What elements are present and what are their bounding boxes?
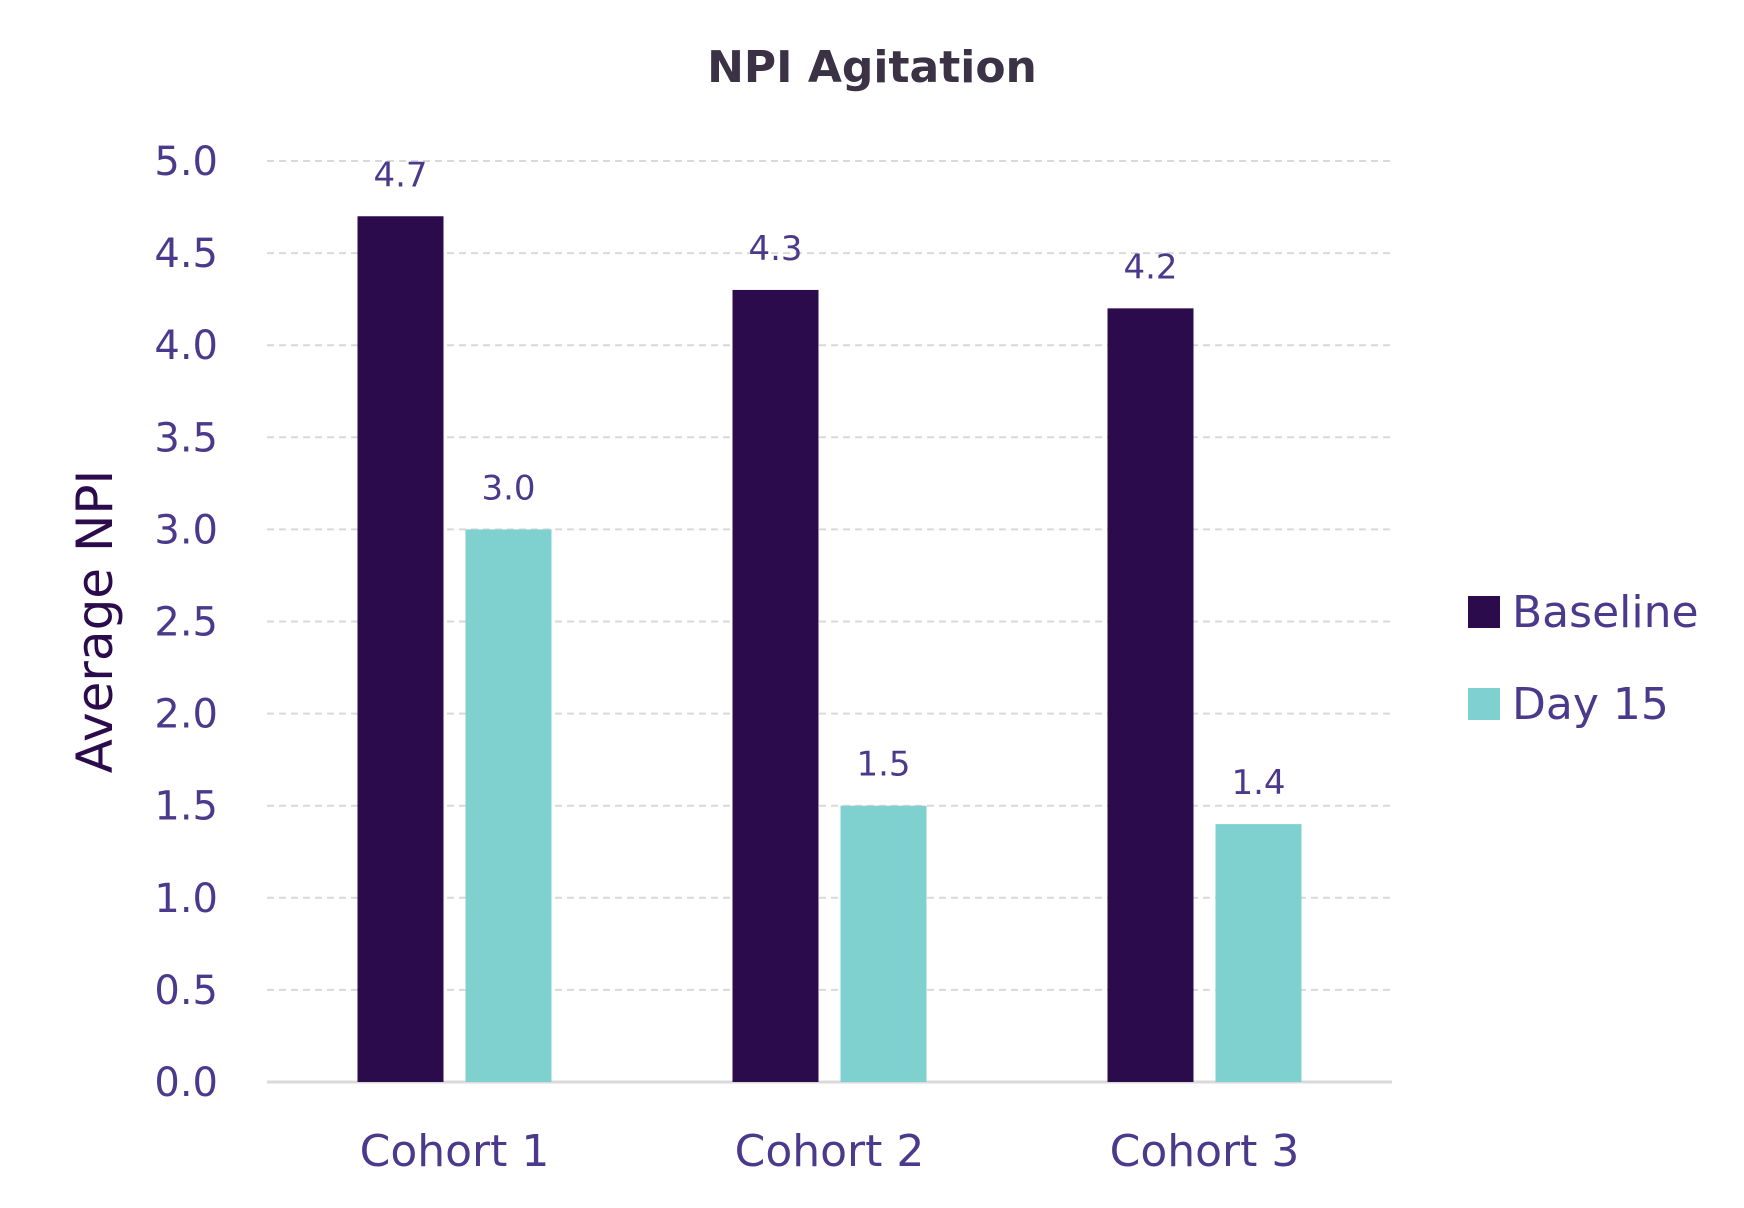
y-tick-label: 5.0 [154,139,218,185]
y-axis-ticks: 0.0 0.5 1.0 1.5 2.0 2.5 3.0 3.5 4.0 4.5 5.0 [154,139,218,1106]
data-label: 3.0 [481,468,535,508]
y-tick-label: 4.0 [154,323,218,369]
data-label: 4.3 [748,229,802,269]
y-tick-label: 2.0 [154,692,218,738]
data-label: 4.2 [1123,247,1177,287]
bar-baseline-1 [357,216,444,1082]
y-tick-label: 2.5 [154,600,218,646]
x-category-label: Cohort 3 [1110,1126,1300,1177]
y-tick-label: 0.0 [154,1060,218,1106]
legend-label: Baseline [1512,587,1699,638]
y-tick-label: 3.0 [154,507,218,553]
chart-title: NPI Agitation [707,42,1037,93]
bar-baseline-2 [732,289,819,1082]
y-tick-label: 4.5 [154,231,218,277]
legend: Baseline Day 15 [1468,587,1699,730]
legend-swatch-baseline [1468,596,1500,628]
gridlines [267,160,1392,991]
bar-day-15-2 [840,805,927,1082]
data-label: 4.7 [373,155,427,195]
y-tick-label: 3.5 [154,415,218,461]
data-label: 1.5 [856,745,910,785]
y-tick-label: 1.0 [154,876,218,922]
legend-swatch-day-15 [1468,688,1500,720]
legend-label: Day 15 [1512,679,1669,730]
bar-baseline-3 [1107,308,1194,1082]
bar-day-15-1 [465,529,552,1082]
x-category-label: Cohort 1 [360,1126,550,1177]
y-tick-label: 1.5 [154,784,218,830]
y-axis-label: Average NPI [66,470,124,774]
x-category-label: Cohort 2 [735,1126,925,1177]
data-label: 1.4 [1231,763,1285,803]
data-labels: 4.7 3.0 4.3 1.5 4.2 1.4 [373,155,1285,803]
bars [357,216,1302,1082]
y-tick-label: 0.5 [154,968,218,1014]
x-axis-categories: Cohort 1 Cohort 2 Cohort 3 [360,1126,1300,1177]
bar-day-15-3 [1215,824,1302,1082]
